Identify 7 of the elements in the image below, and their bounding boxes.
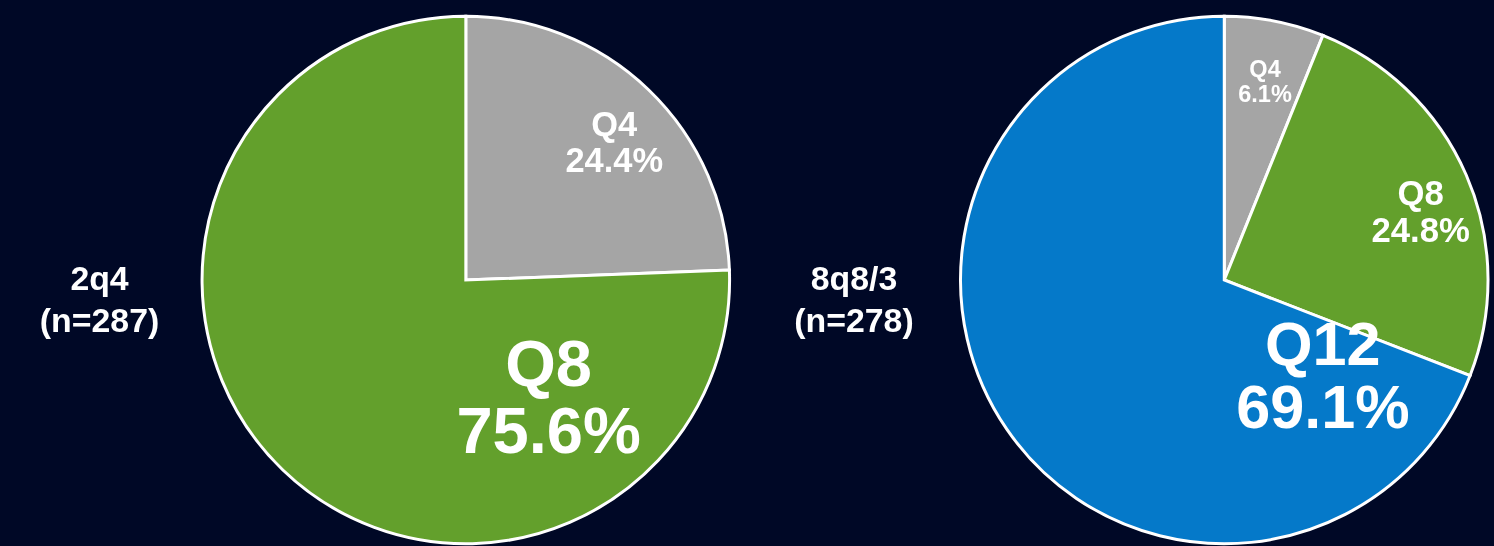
data-label: 6.1% bbox=[1238, 81, 1292, 108]
slice-label: Q4 bbox=[591, 104, 638, 143]
text: 2q4 (n=287) bbox=[39, 258, 160, 339]
pie-slice bbox=[200, 14, 731, 545]
slice-label: Q8 bbox=[1397, 173, 1444, 212]
slice-label: Q4 bbox=[1249, 55, 1281, 82]
text: 8q8/3 (n=278) bbox=[794, 258, 914, 339]
